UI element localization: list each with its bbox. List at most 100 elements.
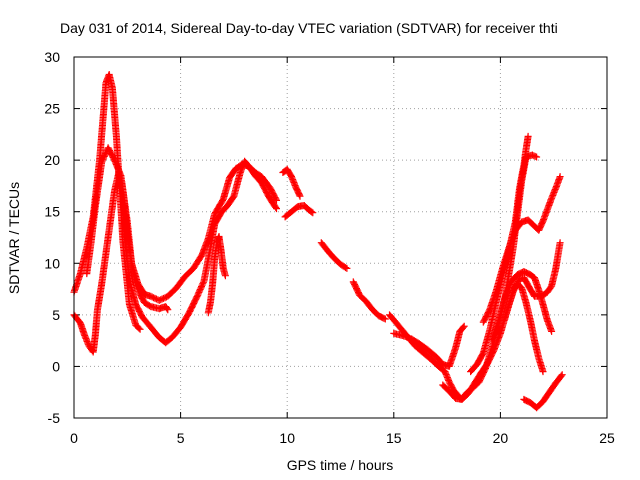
y-tick-label: 0 [52,358,60,374]
data-point-trail [295,191,303,199]
y-tick-label: 15 [44,204,60,220]
data-point-trail [163,305,171,313]
series-track-16 [501,280,547,376]
data-point-trail [549,191,557,199]
data-point-trail [525,283,533,291]
data-point-trail [271,202,279,210]
data-point-trail [556,373,564,381]
data-point-trail [546,285,554,292]
series-track-14 [488,268,556,344]
data-point-trail [539,366,547,374]
data-point-trail [221,270,229,278]
x-tick-label: 5 [177,430,185,446]
data-point-trail [469,382,477,389]
axis-ticks: 0 5 10 15 20 25 -5 0 5 10 15 20 25 30 [44,49,615,446]
chart-title: Day 031 of 2014, Sidereal Day-to-day VTE… [60,20,558,36]
data-point-trail [360,295,368,303]
data-point-trail [524,134,532,142]
y-tick-label: -5 [48,410,61,426]
plot-frame [73,56,608,419]
data-point-trail [308,208,316,216]
data-point-trail [430,351,438,359]
data-point-trail [139,296,147,304]
data-point-trail [459,323,467,331]
series-track-5 [204,233,229,317]
data-point-trail [380,314,388,322]
data-point-trail [340,263,348,271]
data-point-trail [556,240,564,248]
data-point-trail [551,187,559,195]
x-tick-label: 25 [599,430,615,446]
data-point-trail [135,324,143,332]
data-point-trail [489,349,497,357]
data-point-trail [448,383,456,391]
data-point-trail [109,153,117,161]
data-point-trail [484,309,492,316]
data-point-trail [426,354,434,362]
data-point-trail [547,326,555,334]
data-point-trail [443,385,451,393]
x-axis-label: GPS time / hours [287,457,394,473]
data-point-trail [192,294,200,302]
data-point-trail [528,220,536,228]
data-point-trail [538,220,546,228]
y-tick-label: 10 [44,255,60,271]
data-point-trail [134,323,142,331]
data-point-trail [422,344,429,352]
y-tick-label: 25 [44,101,60,117]
data-point-trail [170,286,178,294]
x-tick-label: 15 [386,430,402,446]
data-point-trail [75,317,83,325]
y-tick-label: 30 [44,49,60,65]
series-track-11 [390,322,468,370]
x-tick-label: 10 [279,430,295,446]
gridlines [74,57,607,418]
data-point-trail [531,152,539,160]
data-point-trail [263,189,271,196]
series-track-4 [119,157,280,347]
data-point-trail [137,310,145,318]
data-point-trail [459,324,466,332]
data-points [70,71,566,412]
data-point-trail [342,264,350,272]
series-track-3 [70,169,172,356]
data-point-trail [216,211,224,219]
data-point-trail [184,311,192,319]
y-tick-label: 5 [52,307,60,323]
y-axis-label: SDTVAR / TECUs [6,182,22,294]
x-tick-label: 0 [70,430,78,446]
series-track-15 [479,173,564,326]
series-track-17 [520,371,566,412]
data-point-trail [272,203,280,211]
data-point-trail [267,196,275,204]
data-point-trail [245,163,253,171]
data-point-trail [175,326,183,333]
data-point-trail [307,207,315,215]
data-point-trail [102,80,110,88]
data-point-trail [476,371,484,379]
data-point-trail [196,254,204,262]
data-point-trail [161,294,169,302]
data-point-trail [534,353,542,361]
data-point-trail [498,266,506,274]
data-point-trail [379,314,387,322]
data-point-trail [478,352,486,359]
data-point-trail [530,152,538,160]
series-track-9 [349,278,389,323]
data-point-trail [492,289,500,297]
data-point-trail [228,195,236,203]
x-tick-label: 20 [493,430,509,446]
y-tick-label: 20 [44,152,60,168]
data-point-trail [144,301,152,309]
data-point-trail [556,174,564,182]
data-point-trail [199,278,207,286]
data-point-trail [84,339,92,347]
data-point-trail [413,338,421,346]
series-track-6 [279,165,304,200]
data-point-trail [218,198,226,206]
data-point-trail [557,372,565,380]
data-point-trail [162,304,170,312]
series-track-7 [281,202,317,221]
data-point-trail [286,170,294,178]
